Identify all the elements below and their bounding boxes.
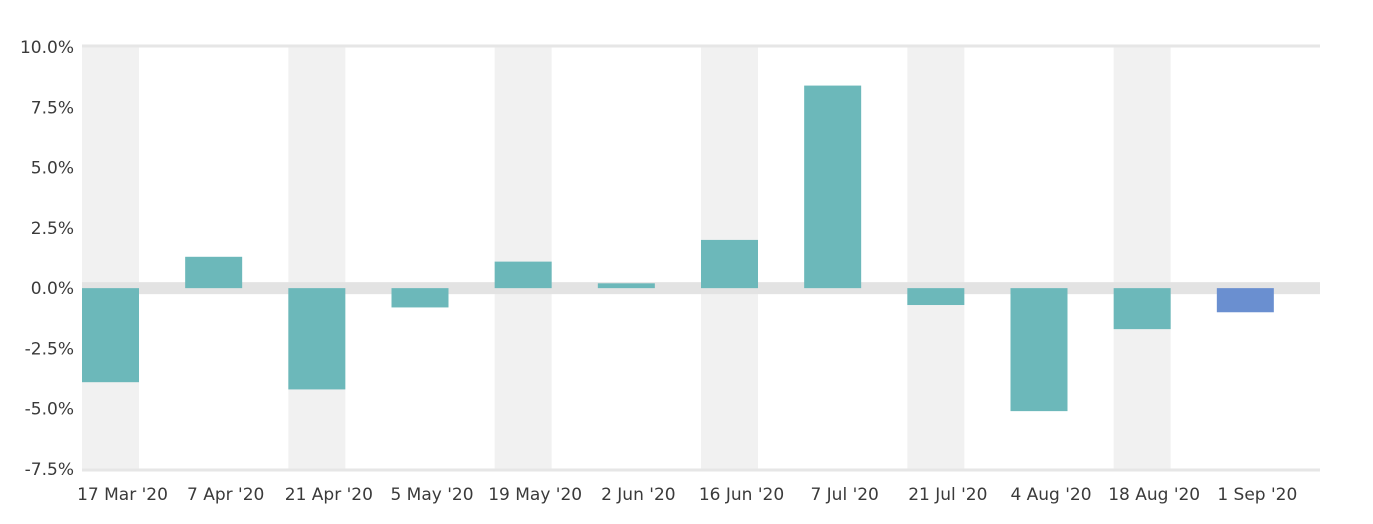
x-tick-label: 21 Apr '20 [285, 485, 373, 505]
background-band [907, 47, 965, 469]
bar [185, 256, 243, 289]
y-tick-label: 0.0% [31, 279, 74, 299]
y-tick-label: -5.0% [25, 400, 74, 420]
bar [804, 85, 862, 289]
x-tick-label: 19 May '20 [488, 485, 582, 505]
background-band [288, 47, 346, 469]
y-tick-label: -2.5% [25, 339, 74, 359]
background-band [82, 47, 139, 469]
x-tick-label: 7 Jul '20 [810, 485, 878, 505]
x-tick-label: 5 May '20 [390, 485, 473, 505]
y-tick-label: -7.5% [25, 460, 74, 480]
bar [82, 288, 139, 383]
bars [82, 85, 1274, 412]
background-band [494, 47, 552, 469]
bar [288, 288, 346, 390]
x-tick-label: 17 Mar '20 [77, 485, 168, 505]
bar [1216, 288, 1274, 313]
x-tick-label: 16 Jun '20 [699, 485, 784, 505]
bar [494, 261, 552, 289]
bar [1113, 288, 1171, 330]
y-tick-label: 5.0% [31, 159, 74, 179]
y-tick-label: 7.5% [31, 98, 74, 118]
x-axis-tick-labels: 17 Mar '20 7 Apr '20 21 Apr '20 5 May '20 19… [77, 485, 1297, 505]
bar [597, 283, 655, 289]
background-band [1113, 47, 1171, 469]
y-axis-tick-labels: -7.5% -5.0% -2.5% 0.0% 2.5% 5.0% 7.5% 10.0% [20, 38, 74, 480]
bar [701, 239, 758, 289]
bar [907, 288, 965, 306]
bar [391, 288, 449, 308]
background-bands [82, 47, 1171, 469]
bar [1010, 288, 1068, 412]
x-tick-label: 7 Apr '20 [187, 485, 264, 505]
x-tick-label: 21 Jul '20 [908, 485, 987, 505]
x-tick-label: 18 Aug '20 [1108, 485, 1200, 505]
y-tick-label: 2.5% [31, 219, 74, 239]
x-tick-label: 2 Jun '20 [601, 485, 676, 505]
x-tick-label: 4 Aug '20 [1010, 485, 1091, 505]
y-tick-label: 10.0% [20, 38, 74, 58]
x-tick-label: 1 Sep '20 [1217, 485, 1297, 505]
